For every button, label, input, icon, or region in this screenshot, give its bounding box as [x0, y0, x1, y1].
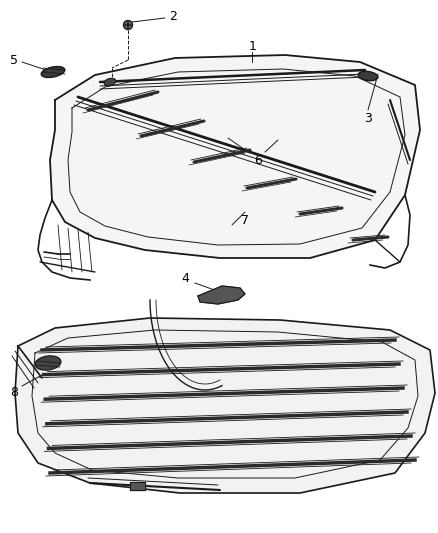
- Polygon shape: [15, 318, 435, 493]
- Text: 7: 7: [241, 214, 249, 227]
- Text: 6: 6: [254, 154, 262, 166]
- Text: 8: 8: [10, 386, 18, 400]
- Text: 3: 3: [364, 111, 372, 125]
- Ellipse shape: [35, 356, 61, 370]
- Text: 2: 2: [169, 10, 177, 22]
- Text: 4: 4: [181, 272, 189, 286]
- Text: 5: 5: [10, 53, 18, 67]
- Ellipse shape: [358, 71, 378, 80]
- Ellipse shape: [124, 20, 133, 29]
- Ellipse shape: [41, 67, 65, 77]
- Text: 1: 1: [249, 41, 257, 53]
- Polygon shape: [198, 286, 245, 304]
- Ellipse shape: [104, 78, 116, 86]
- Polygon shape: [50, 55, 420, 258]
- Polygon shape: [130, 482, 145, 490]
